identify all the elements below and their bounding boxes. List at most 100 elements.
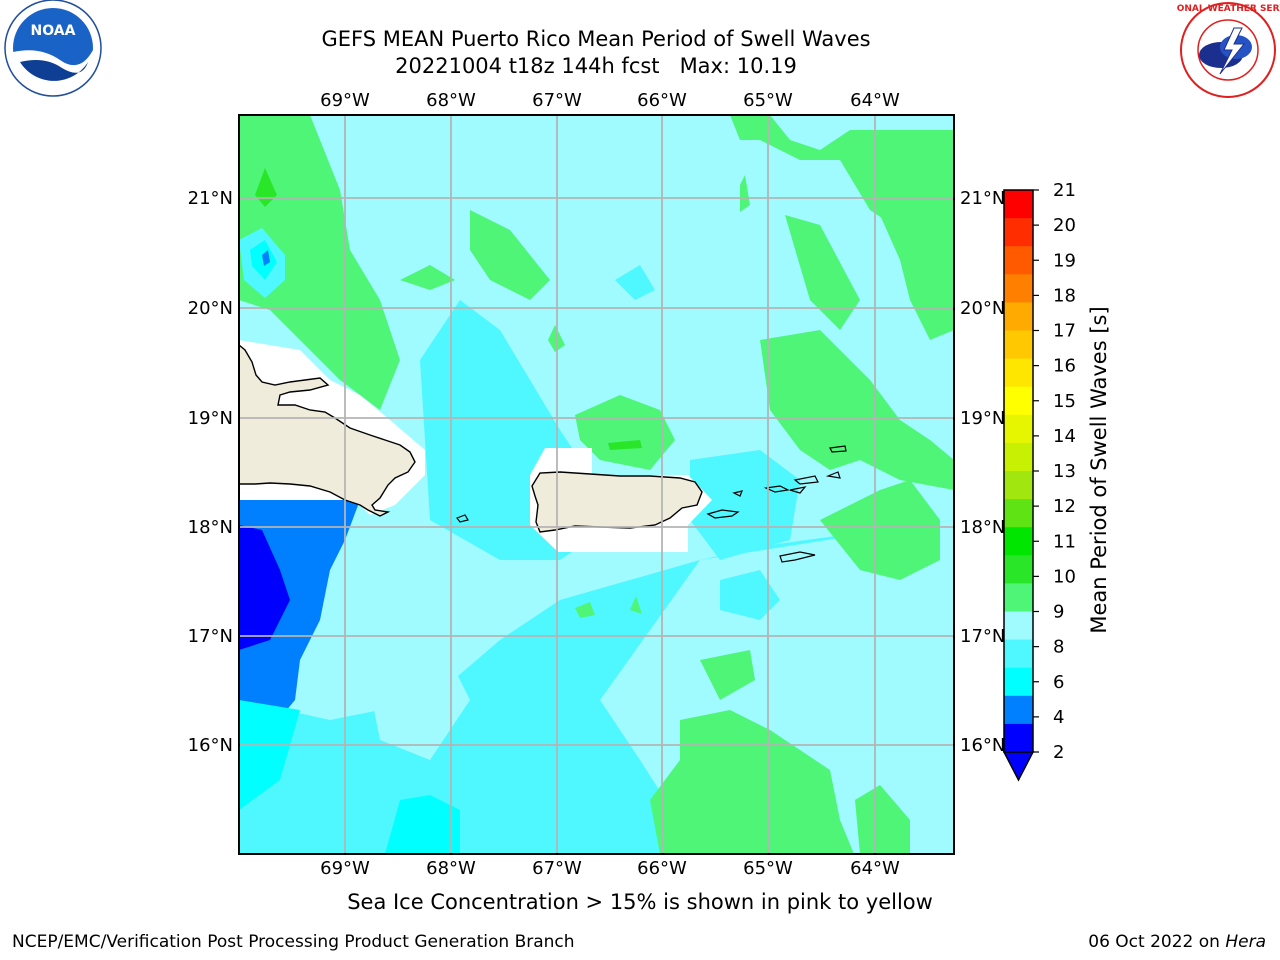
colorbar-swatch bbox=[1004, 723, 1033, 753]
lat-label: 20°N bbox=[960, 298, 1005, 319]
colorbar-swatch bbox=[1004, 302, 1033, 331]
colorbar-swatch bbox=[1004, 246, 1033, 275]
colorbar-swatch bbox=[1004, 555, 1033, 584]
colorbar-swatch bbox=[1004, 274, 1033, 303]
noaa-logo: NOAA bbox=[4, 0, 102, 97]
field-9-10-east bbox=[785, 215, 860, 330]
lat-label: 17°N bbox=[960, 626, 1005, 647]
colorbar-swatch bbox=[1004, 190, 1033, 219]
lon-label: 64°W bbox=[850, 858, 900, 879]
colorbar-swatch bbox=[1004, 414, 1033, 444]
virgin-gorda-island bbox=[825, 471, 841, 479]
colorbar-tick-label: 11 bbox=[1053, 531, 1076, 552]
map-frame bbox=[238, 114, 955, 855]
colorbar-swatch bbox=[1004, 611, 1033, 641]
lat-label: 21°N bbox=[188, 188, 233, 209]
field-6-8-east bbox=[690, 450, 800, 560]
colorbar-tick-label: 10 bbox=[1053, 566, 1076, 587]
colorbar-tick-label: 4 bbox=[1053, 707, 1064, 728]
colorbar-swatch bbox=[1004, 442, 1033, 472]
lon-label: 67°W bbox=[532, 858, 582, 879]
colorbar-swatch bbox=[1004, 386, 1033, 416]
lon-label: 64°W bbox=[850, 90, 900, 111]
colorbar-tick-label: 16 bbox=[1053, 356, 1076, 377]
lat-labels-right: 21°N 20°N 19°N 18°N 17°N 16°N bbox=[960, 188, 1005, 756]
colorbar-tick-label: 20 bbox=[1053, 215, 1076, 236]
colorbar-tick-label: 21 bbox=[1053, 180, 1076, 201]
lat-label: 18°N bbox=[960, 517, 1005, 538]
field-9-10-patch bbox=[700, 650, 755, 700]
field-9-10-south bbox=[650, 710, 854, 854]
field-9-10-southeast bbox=[820, 480, 940, 580]
lat-label: 19°N bbox=[188, 408, 233, 429]
lon-label: 69°W bbox=[320, 90, 370, 111]
colorbar-tick-label: 9 bbox=[1053, 602, 1064, 623]
field-6-8-small bbox=[615, 265, 655, 300]
lon-label: 68°W bbox=[426, 90, 476, 111]
colorbar-tick-label: 17 bbox=[1053, 321, 1076, 342]
run-host: Hera bbox=[1225, 932, 1266, 952]
field-9-10-tiny bbox=[400, 265, 455, 290]
lat-label: 21°N bbox=[960, 188, 1005, 209]
colorbar-label: Mean Period of Swell Waves [s] bbox=[1087, 306, 1111, 633]
field-9-10-tiny4 bbox=[575, 602, 595, 618]
map-title: GEFS MEAN Puerto Rico Mean Period of Swe… bbox=[321, 27, 871, 51]
colorbar-swatch bbox=[1004, 499, 1033, 528]
field-9-10-tiny5 bbox=[630, 596, 642, 614]
lon-label: 69°W bbox=[320, 858, 370, 879]
field-9-10-south2 bbox=[855, 785, 910, 854]
colorbar-tick-label: 2 bbox=[1053, 742, 1064, 763]
field-4-6-southwest bbox=[239, 700, 300, 810]
colorbar-swatch bbox=[1004, 330, 1033, 360]
field-9-10-tiny3 bbox=[740, 175, 750, 212]
noaa-logo-text: NOAA bbox=[31, 23, 76, 39]
lon-labels-bottom: 69°W 68°W 67°W 66°W 65°W 64°W bbox=[320, 858, 900, 879]
colorbar-tick-label: 14 bbox=[1053, 426, 1076, 447]
field-9-10-virgin bbox=[760, 330, 954, 490]
culebra-island bbox=[732, 490, 743, 497]
lon-label: 68°W bbox=[426, 858, 476, 879]
anegada-island bbox=[829, 445, 847, 453]
lon-label: 67°W bbox=[532, 90, 582, 111]
lon-label: 65°W bbox=[743, 858, 793, 879]
lon-label: 65°W bbox=[743, 90, 793, 111]
colorbar-tick-label: 6 bbox=[1053, 672, 1064, 693]
field-6-8-patch bbox=[720, 570, 780, 620]
mona-island bbox=[456, 514, 469, 523]
swell-period-field bbox=[239, 115, 954, 854]
lat-label: 17°N bbox=[188, 626, 233, 647]
lon-label: 66°W bbox=[637, 858, 687, 879]
colorbar-swatch bbox=[1004, 695, 1033, 725]
lat-label: 18°N bbox=[188, 517, 233, 538]
field-2-4-nw bbox=[262, 250, 270, 266]
sea-ice-note: Sea Ice Concentration > 15% is shown in … bbox=[347, 890, 933, 914]
lon-label: 66°W bbox=[637, 90, 687, 111]
st-thomas-island bbox=[763, 485, 790, 493]
colorbar-swatch bbox=[1004, 639, 1033, 669]
colorbar-swatch bbox=[1004, 527, 1033, 556]
lon-labels-top: 69°W 68°W 67°W 66°W 65°W 64°W bbox=[320, 90, 900, 111]
vieques-island bbox=[706, 509, 740, 519]
lat-labels-left: 21°N 20°N 19°N 18°N 17°N 16°N bbox=[188, 188, 233, 756]
field-10-11-pr bbox=[608, 440, 642, 450]
map-subtitle: 20221004 t18z 144h fcst Max: 10.19 bbox=[395, 54, 797, 78]
st-john-island bbox=[789, 486, 807, 494]
colorbar: 21 20 19 18 17 16 15 14 13 12 11 10 9 8 6 4 2 bbox=[1002, 180, 1076, 782]
nws-logo-text: NATIONAL WEATHER SERVICE bbox=[1176, 4, 1280, 14]
nws-logo: NATIONAL WEATHER SERVICE bbox=[1176, 2, 1280, 98]
map-grid bbox=[239, 115, 954, 854]
lat-label: 19°N bbox=[960, 408, 1005, 429]
colorbar-swatch bbox=[1004, 667, 1033, 697]
field-9-10-northwest bbox=[239, 115, 400, 410]
colorbar-tick-label: 18 bbox=[1053, 285, 1076, 306]
field-9-10-north bbox=[470, 210, 550, 300]
colorbar-swatch bbox=[1004, 471, 1033, 500]
lat-label: 16°N bbox=[188, 735, 233, 756]
lat-label: 16°N bbox=[960, 735, 1005, 756]
colorbar-tick-label: 13 bbox=[1053, 461, 1076, 482]
colorbar-swatch bbox=[1004, 218, 1033, 247]
field-4-6-south bbox=[385, 795, 460, 854]
tortola-island bbox=[793, 475, 819, 485]
run-date-text: 06 Oct 2022 on bbox=[1088, 932, 1226, 952]
